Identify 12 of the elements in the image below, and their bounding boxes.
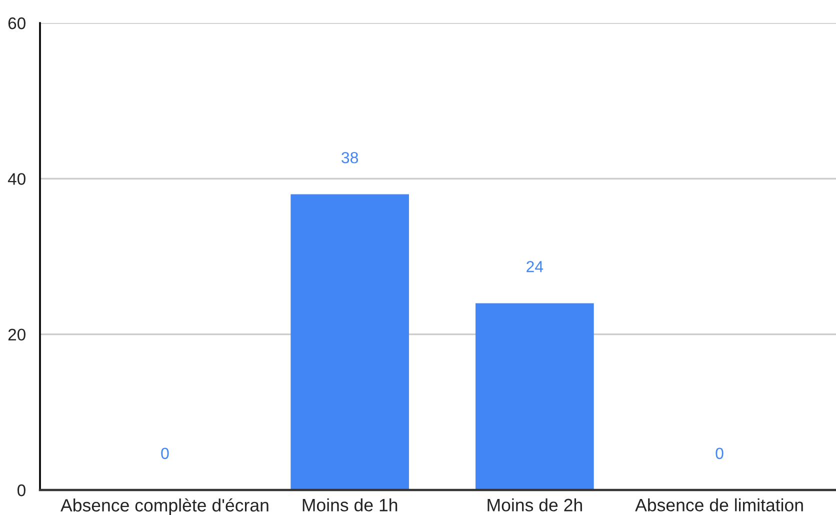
y-tick-label: 60 bbox=[8, 17, 26, 30]
x-tick-label: Absence complète d'écran bbox=[60, 498, 268, 515]
x-tick-label: Moins de 2h bbox=[488, 498, 582, 512]
y-tick-label: 0 bbox=[17, 484, 26, 496]
data-label: 24 bbox=[526, 260, 544, 272]
y-tick-label: 40 bbox=[8, 173, 26, 185]
data-label: 38 bbox=[342, 152, 358, 164]
x-tick-label: Moins de 1h bbox=[302, 498, 398, 512]
data-label: 0 bbox=[161, 448, 169, 460]
x-tick-label: Absence de limitation bbox=[635, 498, 803, 512]
y-tick-label: 20 bbox=[8, 328, 26, 341]
data-label: 0 bbox=[716, 448, 724, 460]
